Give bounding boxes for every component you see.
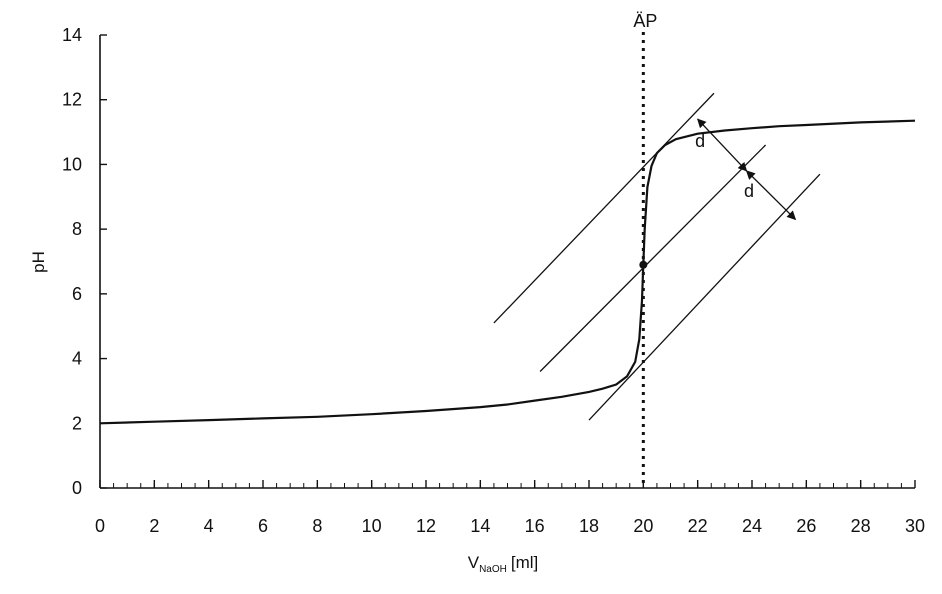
titration-curve: [99, 119, 916, 425]
x-axis-label-subscript: NaOH: [479, 564, 507, 575]
x-tick-label: 0: [95, 516, 105, 536]
x-tick-label: 28: [851, 516, 871, 536]
x-tick-label: 10: [362, 516, 382, 536]
distance-label: d: [695, 131, 705, 151]
x-tick-label: 30: [905, 516, 925, 536]
axes: [99, 34, 916, 489]
x-tick-label: 4: [204, 516, 214, 536]
y-tick-label: 2: [72, 413, 82, 433]
x-tick-label: 16: [525, 516, 545, 536]
y-tick-label: 4: [72, 349, 82, 369]
tangent-line: [588, 173, 821, 421]
tangent-lines: [493, 92, 821, 421]
y-tick-labels: 0 2 4 6 8 10 12 14: [62, 25, 82, 498]
x-tick-label: 6: [258, 516, 268, 536]
y-tick-label: 14: [62, 25, 82, 45]
y-tick-label: 0: [72, 478, 82, 498]
tangent-line: [493, 92, 715, 324]
y-major-ticks: [100, 34, 107, 489]
x-tick-label: 14: [470, 516, 490, 536]
equivalence-point-marker: [639, 260, 648, 269]
distance-arrows: dd: [695, 118, 797, 221]
x-tick-label: 2: [149, 516, 159, 536]
x-tick-label: 18: [579, 516, 599, 536]
equivalence-point-label: ÄP: [633, 11, 657, 31]
x-minor-ticks: [99, 483, 916, 488]
x-major-ticks: [99, 480, 916, 488]
x-axis-label: VNaOH [ml]: [468, 553, 539, 575]
x-tick-label: 26: [796, 516, 816, 536]
y-axis-label: pH: [29, 251, 48, 273]
x-tick-label: 12: [416, 516, 436, 536]
x-tick-label: 22: [688, 516, 708, 536]
y-tick-label: 6: [72, 284, 82, 304]
tangent-line: [539, 144, 767, 372]
distance-arrow: [745, 170, 797, 221]
x-tick-label: 8: [312, 516, 322, 536]
y-tick-label: 12: [62, 90, 82, 110]
x-tick-label: 20: [633, 516, 653, 536]
y-tick-label: 8: [72, 219, 82, 239]
x-tick-label: 24: [742, 516, 762, 536]
x-tick-labels: 0 2 4 6 8 10 12 14 16 18 20 22 24 26 28 30: [95, 516, 925, 536]
distance-label: d: [744, 181, 754, 201]
x-axis-label-unit: [ml]: [511, 553, 538, 572]
x-axis-label-main: V: [468, 553, 480, 572]
distance-arrow: [697, 118, 748, 172]
y-tick-label: 10: [62, 154, 82, 174]
